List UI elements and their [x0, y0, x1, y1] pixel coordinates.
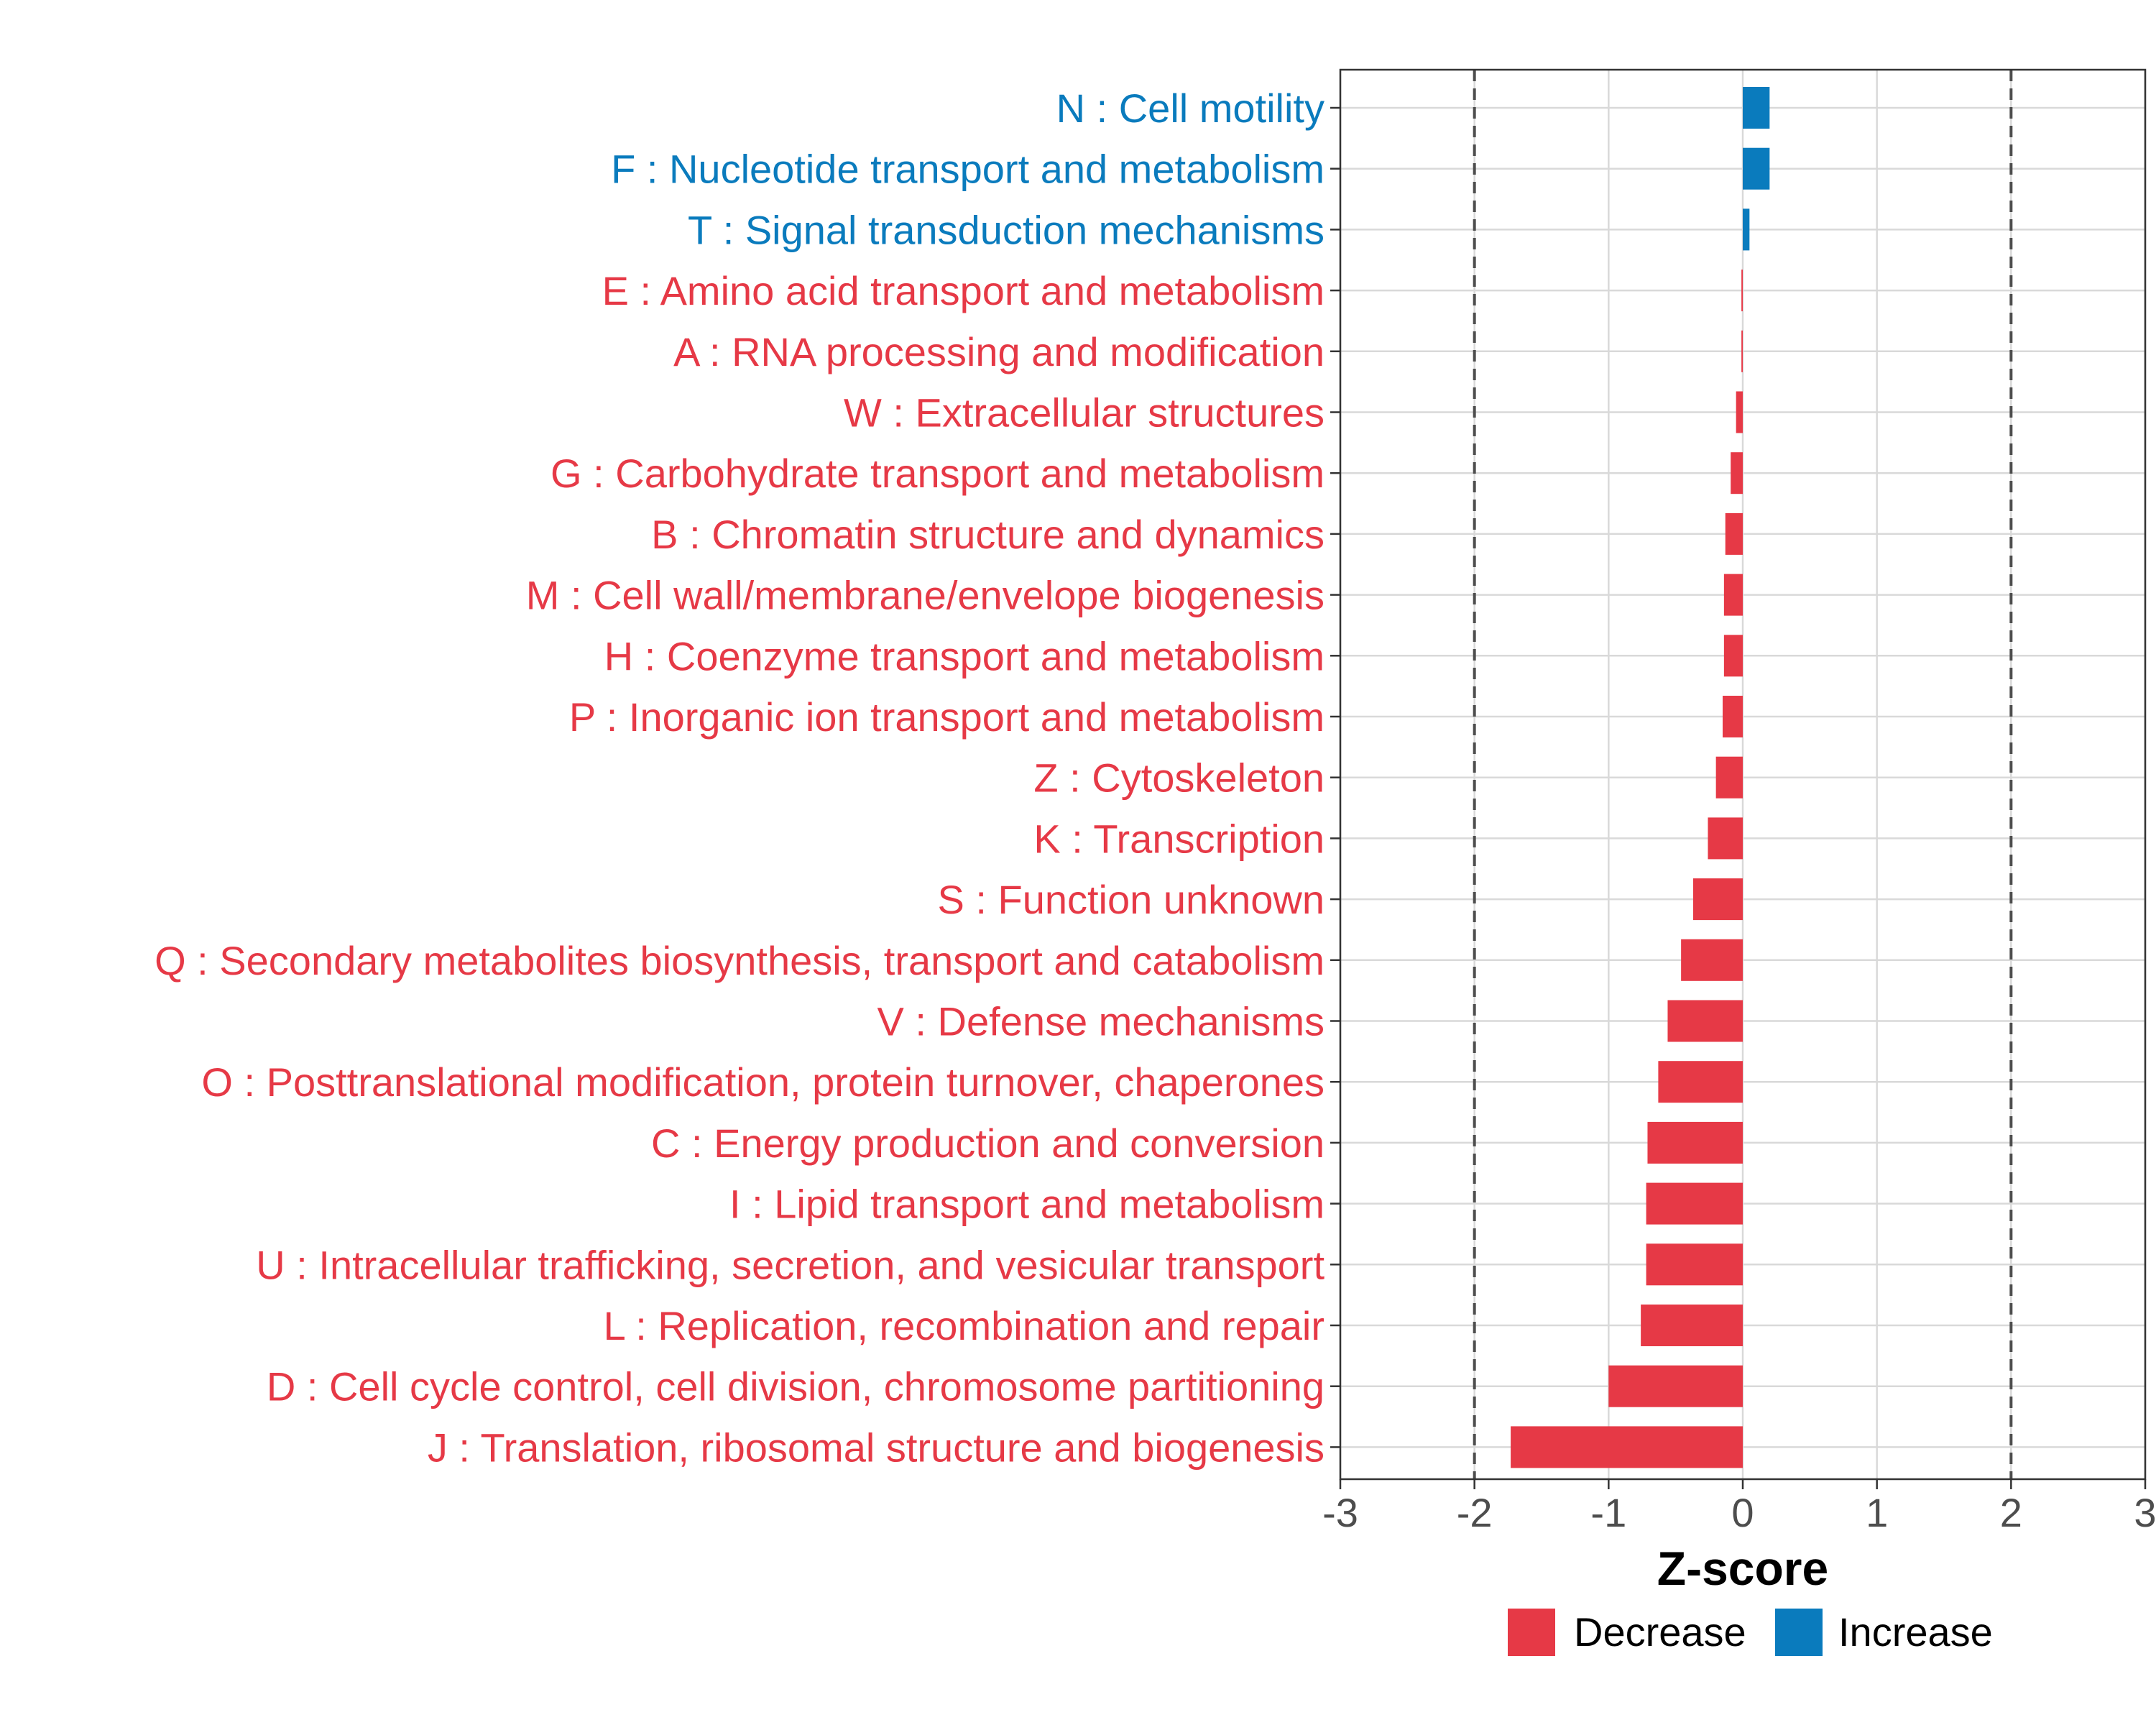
- category-label-n: N : Cell motility: [1056, 86, 1325, 131]
- x-tick-label: 1: [1866, 1490, 1888, 1535]
- category-label-s: S : Function unknown: [937, 877, 1325, 922]
- bar-q: [1681, 939, 1743, 981]
- category-label-a: A : RNA processing and modification: [673, 329, 1325, 374]
- bar-e: [1741, 270, 1743, 312]
- bar-layer: [1511, 87, 1770, 1468]
- bar-l: [1641, 1305, 1743, 1346]
- x-tick-label: 0: [1731, 1490, 1754, 1535]
- bar-b: [1725, 512, 1743, 555]
- bar-u: [1646, 1243, 1743, 1286]
- bar-m: [1723, 574, 1743, 616]
- bar-i: [1646, 1182, 1743, 1225]
- category-label-m: M : Cell wall/membrane/envelope biogenes…: [526, 573, 1325, 618]
- bar-w: [1736, 391, 1743, 433]
- bar-v: [1667, 1000, 1743, 1042]
- category-label-z: Z : Cytoskeleton: [1033, 755, 1325, 801]
- x-tick-label: 2: [2000, 1490, 2022, 1535]
- category-label-d: D : Cell cycle control, cell division, c…: [267, 1364, 1325, 1409]
- x-tick-label: -2: [1457, 1490, 1493, 1535]
- x-axis-title: Z-score: [1657, 1542, 1828, 1595]
- category-label-c: C : Energy production and conversion: [651, 1121, 1325, 1166]
- category-label-t: T : Signal transduction mechanisms: [688, 207, 1325, 252]
- legend-swatch-increase: [1775, 1609, 1823, 1656]
- bar-a: [1741, 330, 1743, 372]
- category-label-b: B : Chromatin structure and dynamics: [651, 512, 1325, 557]
- legend-swatch-decrease: [1508, 1609, 1555, 1656]
- category-label-e: E : Amino acid transport and metabolism: [602, 268, 1325, 313]
- category-label-p: P : Inorganic ion transport and metaboli…: [569, 694, 1325, 740]
- x-tick-label: -3: [1322, 1490, 1358, 1535]
- category-label-h: H : Coenzyme transport and metabolism: [604, 633, 1325, 678]
- legend: Decrease Increase: [1508, 1609, 1993, 1656]
- reference-lines: [1473, 70, 2013, 1479]
- bar-t: [1743, 208, 1750, 251]
- category-label-l: L : Replication, recombination and repai…: [604, 1303, 1325, 1348]
- bar-g: [1731, 452, 1743, 494]
- category-label-o: O : Posttranslational modification, prot…: [201, 1059, 1325, 1105]
- bar-n: [1743, 87, 1770, 129]
- category-label-f: F : Nucleotide transport and metabolism: [611, 147, 1325, 192]
- category-label-w: W : Extracellular structures: [844, 390, 1325, 436]
- category-label-k: K : Transcription: [1033, 816, 1325, 861]
- bar-z: [1715, 756, 1743, 799]
- category-label-j: J : Translation, ribosomal structure and…: [428, 1425, 1325, 1470]
- x-tick-label: -1: [1590, 1490, 1626, 1535]
- x-tick-label: 3: [2134, 1490, 2156, 1535]
- category-label-v: V : Defense mechanisms: [877, 999, 1325, 1044]
- bar-h: [1723, 635, 1743, 677]
- bar-c: [1647, 1121, 1743, 1164]
- bar-k: [1708, 817, 1743, 860]
- category-label-g: G : Carbohydrate transport and metabolis…: [550, 451, 1325, 496]
- legend-label-decrease: Decrease: [1574, 1609, 1746, 1655]
- bar-j: [1511, 1426, 1743, 1468]
- bar-o: [1658, 1061, 1743, 1103]
- bar-s: [1692, 878, 1743, 921]
- legend-label-increase: Increase: [1838, 1609, 1993, 1655]
- bar-f: [1743, 147, 1770, 190]
- x-axis: -3 -2 -1 0 1 2 3: [1322, 1479, 2156, 1535]
- bar-p: [1723, 696, 1743, 737]
- y-axis: N : Cell motility F : Nucleotide transpor…: [155, 86, 1340, 1470]
- category-label-u: U : Intracellular trafficking, secretion…: [256, 1242, 1325, 1287]
- category-label-q: Q : Secondary metabolites biosynthesis, …: [155, 938, 1325, 983]
- category-label-i: I : Lipid transport and metabolism: [729, 1182, 1325, 1227]
- bar-d: [1608, 1365, 1743, 1407]
